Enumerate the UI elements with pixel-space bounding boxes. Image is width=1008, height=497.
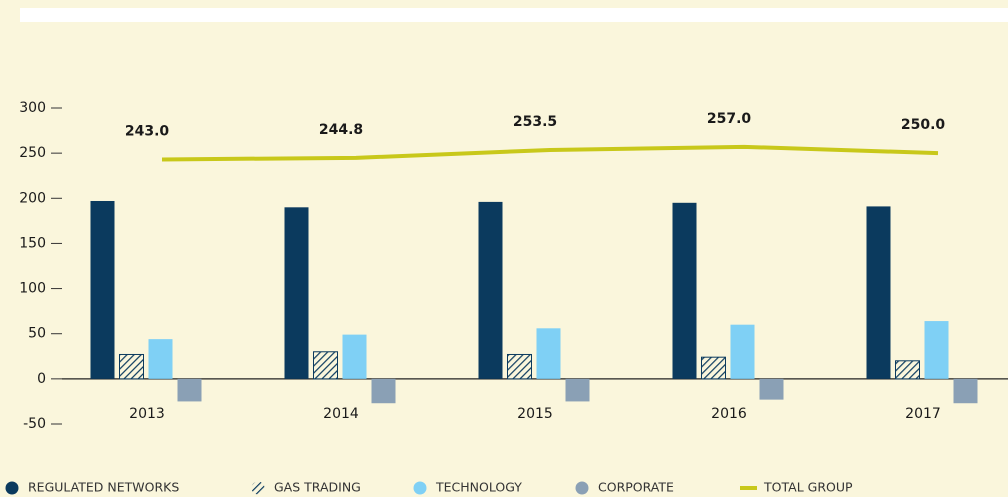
value-label: 253.5 (513, 114, 557, 130)
bar (507, 353, 532, 380)
bar (148, 339, 173, 379)
y-tick-label: 100 (19, 281, 46, 297)
x-tick-label: 2014 (323, 406, 359, 422)
value-label: 250.0 (901, 117, 946, 133)
bar (924, 321, 949, 379)
legend-swatch (413, 481, 427, 495)
top-band (20, 8, 1008, 22)
bar (371, 378, 396, 404)
y-tick-label: 50 (28, 326, 46, 342)
bar (759, 378, 784, 400)
legend-swatch (251, 481, 265, 495)
legend-label: CORPORATE (598, 480, 674, 495)
bar (672, 202, 697, 379)
bar (730, 324, 755, 379)
bar (565, 378, 590, 402)
bar (953, 378, 978, 404)
y-tick-label: 0 (37, 371, 46, 387)
y-tick-label: 150 (19, 235, 46, 251)
legend-label: TOTAL GROUP (763, 480, 853, 495)
bar (536, 328, 561, 379)
bar (701, 356, 726, 380)
legend-swatch (575, 481, 589, 495)
y-tick-label: 200 (19, 190, 46, 206)
bar (177, 378, 202, 402)
legend-label: GAS TRADING (274, 480, 361, 495)
bar (284, 207, 309, 379)
bar (90, 200, 115, 379)
value-label: 243.0 (125, 123, 170, 139)
legend-label: TECHNOLOGY (435, 480, 522, 495)
y-tick-label: 300 (19, 100, 46, 116)
legend-label: REGULATED NETWORKS (28, 480, 179, 495)
bar (866, 206, 891, 379)
x-tick-label: 2013 (129, 406, 165, 422)
x-tick-label: 2016 (711, 406, 747, 422)
bar (478, 201, 503, 379)
bar (313, 351, 338, 380)
value-label: 244.8 (319, 122, 363, 138)
bar (119, 353, 144, 380)
bar (895, 360, 920, 380)
y-tick-label: -50 (23, 416, 46, 432)
x-tick-label: 2017 (905, 406, 941, 422)
x-tick-label: 2015 (517, 406, 553, 422)
legend-swatch (5, 481, 19, 495)
line (161, 144, 939, 162)
bar (342, 334, 367, 379)
value-label: 257.0 (707, 111, 752, 127)
y-tick-label: 250 (19, 145, 46, 161)
